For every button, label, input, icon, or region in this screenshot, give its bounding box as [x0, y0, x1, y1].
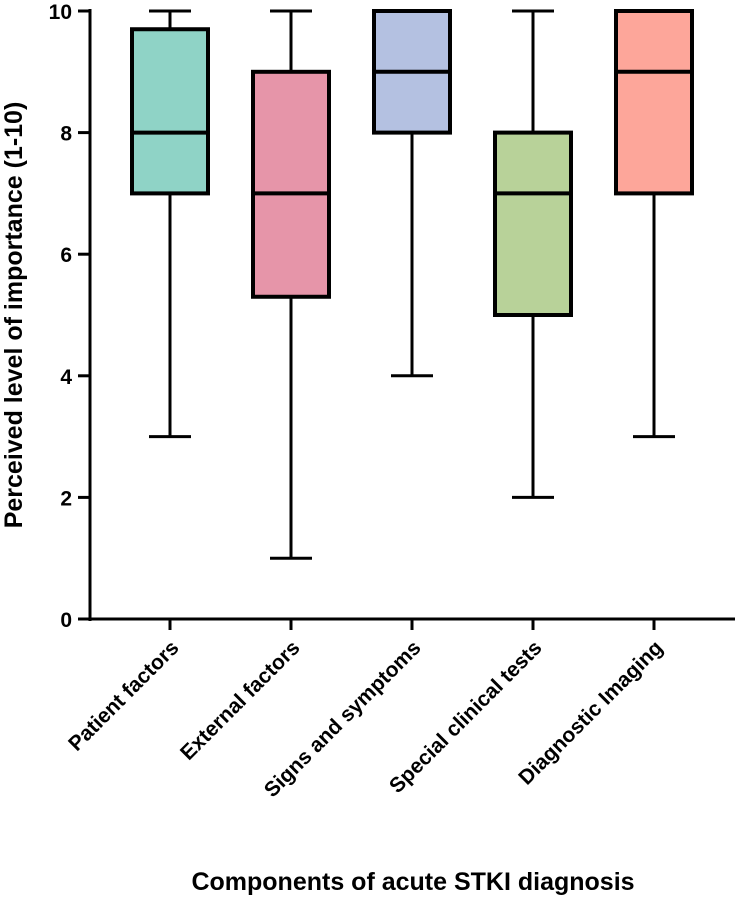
y-tick-label-2: 4	[60, 366, 72, 389]
iqr-box-0	[130, 27, 210, 196]
y-tick-label-0: 0	[60, 609, 72, 632]
category-label-1: External factors	[176, 636, 305, 765]
x-axis-title: Components of acute STKI diagnosis	[191, 868, 634, 896]
box-3	[493, 9, 573, 499]
y-tick-label-4: 8	[60, 123, 72, 146]
box-2	[372, 9, 452, 378]
iqr-box-3	[493, 130, 573, 317]
box-4	[614, 9, 694, 439]
iqr-box-1	[251, 69, 331, 299]
iqr-box-4	[614, 9, 694, 196]
y-tick-label-5: 10	[49, 1, 72, 24]
y-tick-label-1: 2	[60, 487, 72, 510]
category-label-0: Patient factors	[64, 636, 183, 755]
plot-area	[130, 9, 694, 560]
box-1	[251, 9, 331, 560]
y-tick-label-3: 6	[60, 244, 72, 267]
box-0	[130, 9, 210, 439]
y-axis-title: Perceived level of importance (1-10)	[0, 102, 28, 529]
